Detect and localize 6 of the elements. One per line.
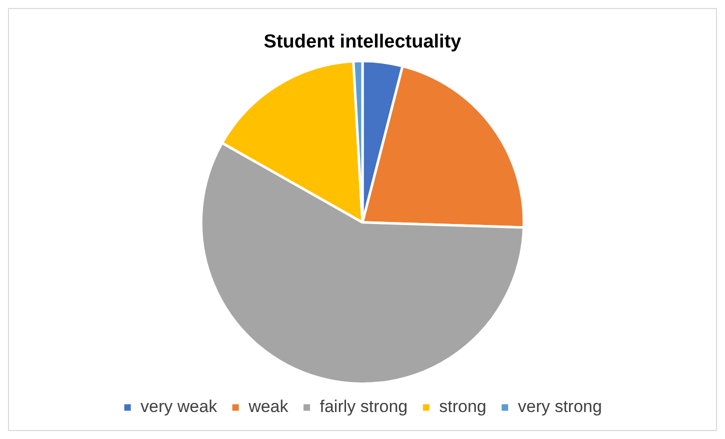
legend-label: very strong	[518, 397, 602, 416]
legend-label: strong	[439, 397, 486, 416]
legend-label: very weak	[140, 397, 218, 416]
legend-label: weak	[248, 397, 289, 416]
legend-label: fairly strong	[320, 397, 408, 416]
chart-title: Student intellectuality	[264, 32, 462, 53]
